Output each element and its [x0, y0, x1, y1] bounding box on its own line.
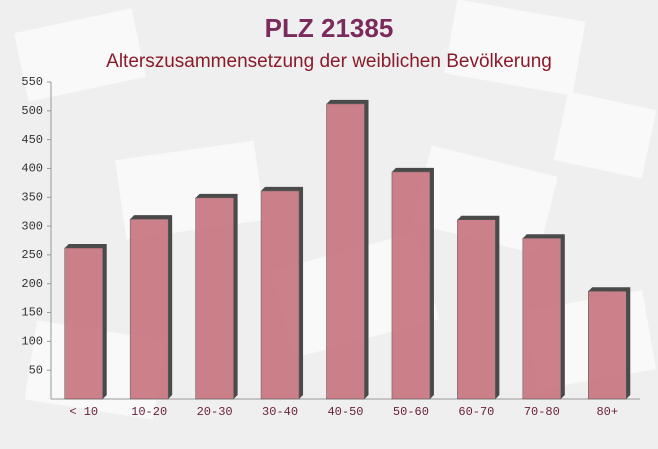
bar [326, 103, 365, 400]
x-tick-label: 60-70 [458, 405, 494, 419]
bar [260, 190, 300, 400]
y-tick-label: 150 [21, 306, 43, 320]
y-tick-label: 50 [29, 363, 43, 377]
y-tick-label: 550 [21, 75, 43, 89]
bar [129, 218, 169, 400]
chart-title: PLZ 21385 [265, 13, 394, 43]
y-tick-label: 350 [21, 190, 43, 204]
x-tick-label: 50-60 [393, 405, 429, 419]
bar [522, 237, 562, 400]
x-tick-label: 40-50 [327, 405, 363, 419]
y-tick-label: 500 [21, 104, 43, 118]
y-tick-label: 200 [21, 277, 43, 291]
bar [64, 247, 103, 400]
y-tick-label: 100 [21, 335, 43, 349]
y-tick-label: 400 [21, 162, 43, 176]
bar [195, 197, 234, 400]
x-tick-label: 10-20 [131, 405, 167, 419]
y-tick-label: 300 [21, 219, 43, 233]
x-tick-label: 80+ [596, 405, 618, 419]
x-tick-label: < 10 [69, 405, 98, 419]
y-tick-label: 250 [21, 248, 43, 262]
bar [457, 219, 496, 400]
bar [588, 290, 627, 400]
chart-subtitle: Alterszusammensetzung der weiblichen Bev… [106, 51, 552, 72]
x-tick-label: 30-40 [262, 405, 298, 419]
x-tick-label: 20-30 [197, 405, 233, 419]
x-tick-label: 70-80 [524, 405, 560, 419]
bar [391, 171, 431, 400]
y-tick-label: 450 [21, 133, 43, 147]
